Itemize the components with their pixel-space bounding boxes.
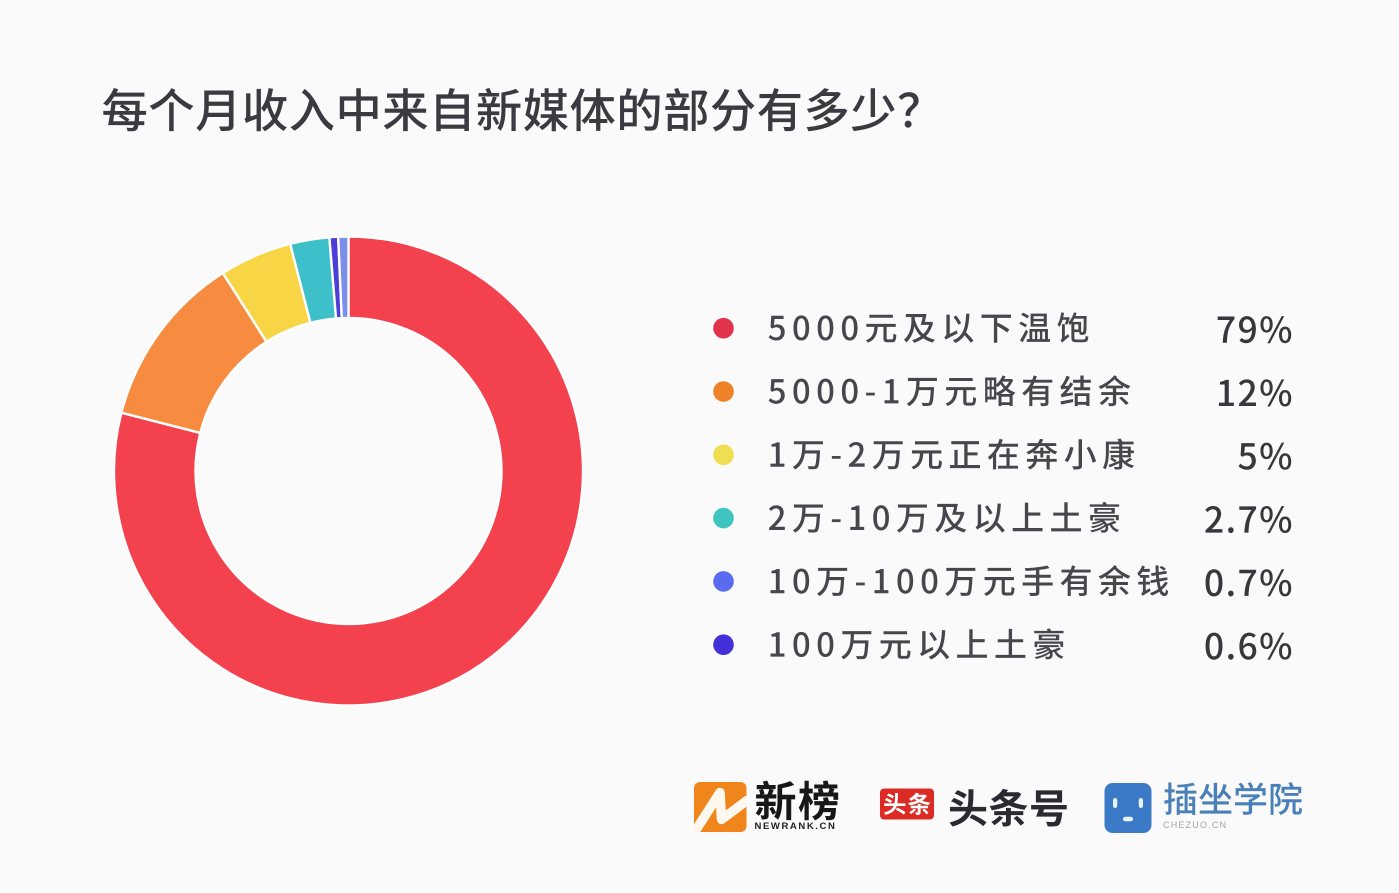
svg-text:NEWRANK.CN: NEWRANK.CN	[755, 821, 837, 832]
svg-text:CHEZUO.CN: CHEZUO.CN	[1163, 820, 1227, 830]
